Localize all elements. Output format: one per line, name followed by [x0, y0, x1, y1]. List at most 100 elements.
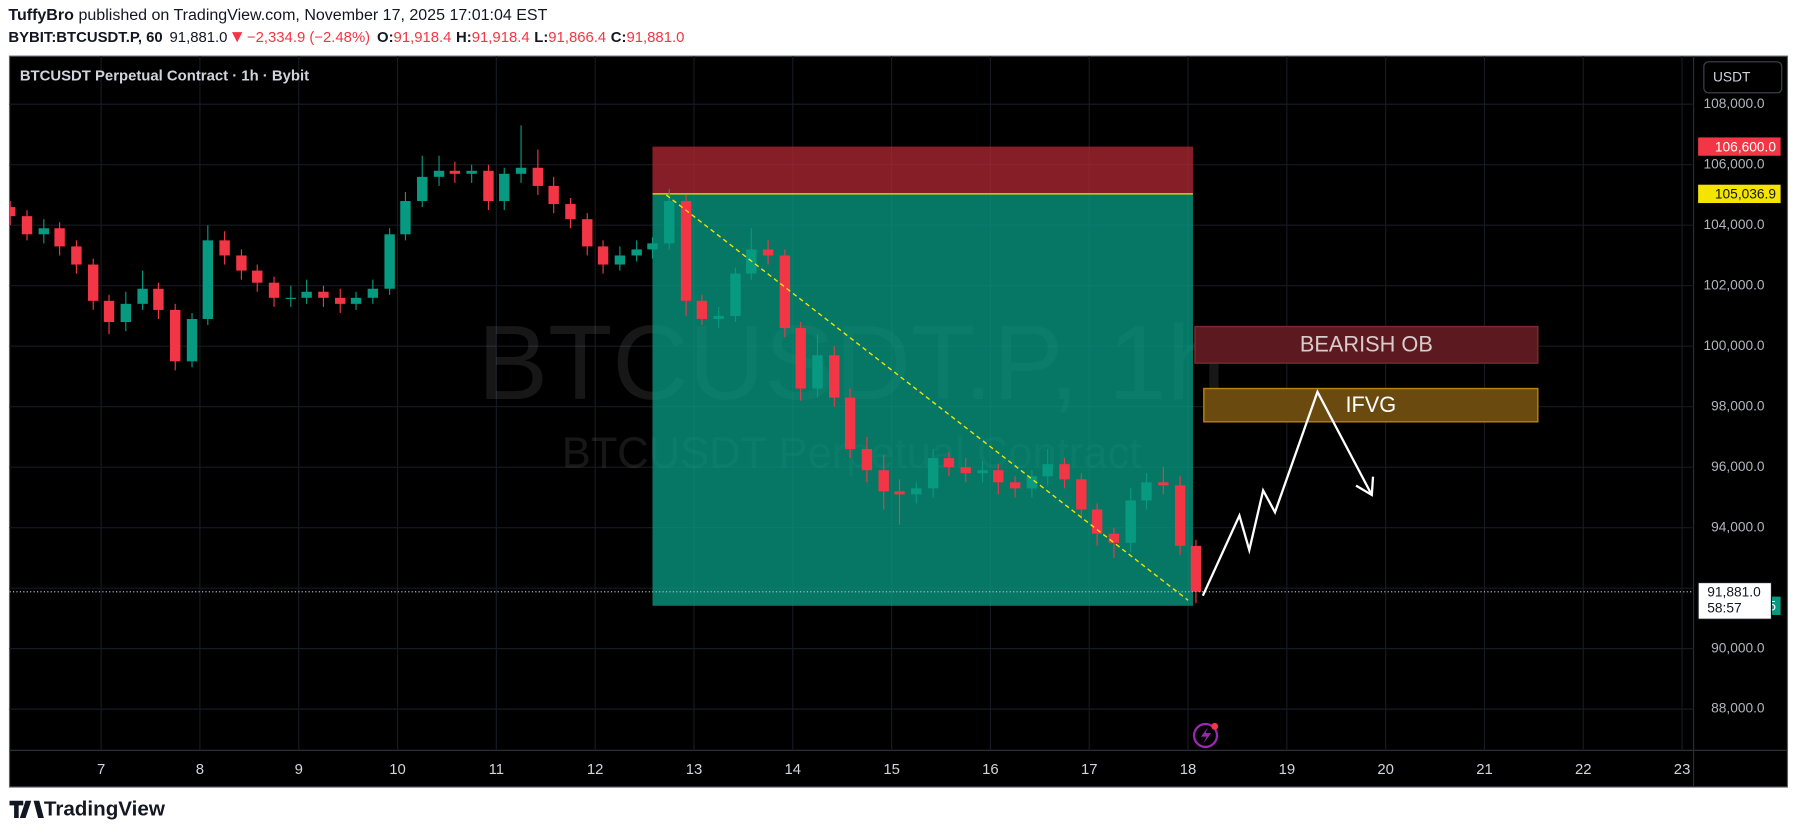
- price-tag: [1698, 184, 1781, 204]
- plot-area: BEARISH OB IFVG: [9, 125, 1694, 606]
- candle-body: [417, 176, 428, 202]
- zone-label: IFVG: [1345, 392, 1396, 417]
- candle-body: [268, 282, 280, 298]
- y-tick-label: 102,000.0: [1703, 277, 1764, 292]
- candle-body: [1174, 485, 1186, 546]
- candle-body: [449, 170, 461, 174]
- x-tick-label: 12: [587, 762, 604, 778]
- candle-body: [680, 201, 692, 301]
- price-tag: [1698, 137, 1781, 156]
- ohlc-label: C:: [611, 30, 627, 46]
- x-tick-label: 10: [389, 762, 406, 778]
- y-tick-label: 90,000.0: [1711, 640, 1765, 655]
- ohlc-value: 91,918.4: [472, 30, 530, 46]
- change-line: −2,334.9 (−2.48%) O:91,918.4 H:91,918.4 L:9…: [247, 30, 684, 46]
- candle-body: [384, 234, 395, 289]
- y-tick-label: 96,000.0: [1711, 459, 1765, 474]
- candle-body: [532, 167, 544, 186]
- x-tick-label: 16: [982, 762, 999, 778]
- candle-body: [844, 397, 856, 450]
- candle-body: [597, 246, 609, 265]
- candle-body: [186, 318, 198, 362]
- price-tag-label: 105,036.9: [1715, 187, 1776, 202]
- x-tick-label: 8: [196, 762, 204, 778]
- ohlc-label: H:: [456, 30, 472, 46]
- y-tick-label: 98,000.0: [1711, 398, 1765, 413]
- candle-body: [335, 297, 346, 304]
- candle-body: [252, 270, 263, 283]
- candle-body: [515, 167, 527, 174]
- candle-body: [483, 170, 494, 202]
- currency-label[interactable]: USDT: [1713, 70, 1751, 85]
- candle-body: [812, 355, 823, 389]
- ohlc-value: 91,918.4: [394, 30, 452, 46]
- down-arrow-icon: [232, 32, 243, 43]
- brand-logo: [9, 800, 44, 818]
- candle-body: [565, 204, 576, 220]
- candle-body: [38, 228, 50, 235]
- candle-body: [1108, 533, 1120, 543]
- last-price-label: 91,881.0: [1707, 585, 1761, 600]
- last-price-tag: [1697, 582, 1773, 620]
- symbol-line: BYBIT:BTCUSDT.P, 60 91,881.0: [8, 30, 227, 46]
- candle-body: [9, 207, 16, 217]
- published-info: published on TradingView.com, November 1…: [78, 6, 547, 24]
- alert-dot: [1211, 722, 1219, 730]
- candle-body: [170, 309, 181, 362]
- candle-body: [960, 467, 971, 474]
- candle-body: [87, 264, 99, 301]
- projection-arrowhead: [1355, 476, 1375, 497]
- candle-body: [911, 488, 922, 495]
- candle-body: [120, 303, 132, 323]
- candle-body: [548, 185, 559, 205]
- publish-line: TuffyBro published on TradingView.com, No…: [8, 6, 547, 24]
- candle-body: [730, 273, 741, 316]
- candle-body: [350, 297, 362, 304]
- candle-body: [103, 300, 115, 323]
- x-tick-label: 17: [1081, 762, 1098, 778]
- candle-body: [1141, 482, 1152, 501]
- trendline: [665, 194, 1189, 601]
- x-tick-label: 19: [1279, 762, 1296, 778]
- x-tick-label: 14: [785, 762, 802, 778]
- currency-button[interactable]: [1703, 61, 1783, 94]
- price-tag-label: 106,600.0: [1715, 139, 1776, 154]
- x-tick-label: 20: [1377, 762, 1394, 778]
- x-tick-label: 22: [1575, 762, 1592, 778]
- ohlc-label: L:: [534, 30, 548, 46]
- stop-zone: [652, 146, 1193, 194]
- brand-name: TradingView: [44, 797, 166, 820]
- zone-label: BEARISH OB: [1300, 332, 1433, 357]
- x-tick-label: 23: [1674, 762, 1691, 778]
- candle-body: [582, 219, 593, 247]
- ohlc-value: 91,881.0: [626, 30, 684, 46]
- zone-box: [1203, 387, 1539, 423]
- x-tick-label: 13: [686, 762, 703, 778]
- symbol: BYBIT:BTCUSDT.P, 60: [8, 30, 162, 46]
- axes: 88,000.090,000.092,000.094,000.096,000.0…: [97, 96, 1781, 778]
- candle-body: [993, 470, 1004, 483]
- countdown-label: 58:57: [1707, 601, 1741, 616]
- candle-body: [631, 249, 642, 256]
- candle-body: [153, 288, 164, 310]
- author: TuffyBro: [8, 6, 74, 24]
- zone-box: [1194, 325, 1539, 364]
- candle-body: [861, 449, 873, 471]
- projection-path: [1201, 389, 1373, 597]
- candle-body: [1125, 500, 1136, 543]
- candle-body: [647, 243, 658, 250]
- candle-body: [779, 255, 791, 329]
- alert-icon[interactable]: [1192, 722, 1219, 749]
- candle-body: [499, 173, 510, 202]
- candle-body: [977, 470, 988, 474]
- header: TuffyBro published on TradingView.com, No…: [8, 6, 684, 45]
- y-tick-label: 104,000.0: [1703, 217, 1764, 232]
- candle-body: [301, 291, 312, 298]
- x-tick-label: 9: [295, 762, 303, 778]
- candle-body: [696, 300, 708, 319]
- y-tick-label: 106,000.0: [1703, 156, 1764, 171]
- candle-body: [664, 201, 675, 244]
- candle-body: [367, 288, 379, 298]
- x-tick-label: 11: [489, 762, 504, 778]
